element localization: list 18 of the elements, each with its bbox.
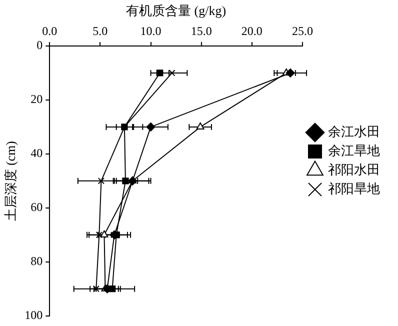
x-tick-label: 5.0	[92, 24, 108, 38]
y-tick-label: 80	[30, 254, 43, 268]
y-tick-label: 40	[30, 146, 43, 160]
legend-label: 祁阳旱地	[328, 180, 380, 196]
y-axis-title: 土层深度 (cm)	[3, 141, 18, 221]
y-tick-label: 20	[30, 92, 43, 106]
y-tick-label: 100	[24, 308, 43, 322]
legend-label: 祁阳水田	[328, 162, 380, 177]
x-tick-label: 20.0	[241, 24, 262, 38]
x-tick-label: 15.0	[190, 24, 212, 38]
x-tick-label: 0.0	[42, 24, 58, 38]
legend-label: 余江水田	[328, 124, 380, 139]
x-tick-label: 10.0	[140, 24, 162, 38]
x-tick-label: 25.0	[292, 24, 313, 38]
x-axis-title: 有机质含量 (g/kg)	[126, 3, 226, 18]
y-tick-label: 60	[30, 200, 43, 214]
y-tick-label: 0	[36, 38, 43, 52]
legend-label: 余江旱地	[328, 142, 380, 158]
